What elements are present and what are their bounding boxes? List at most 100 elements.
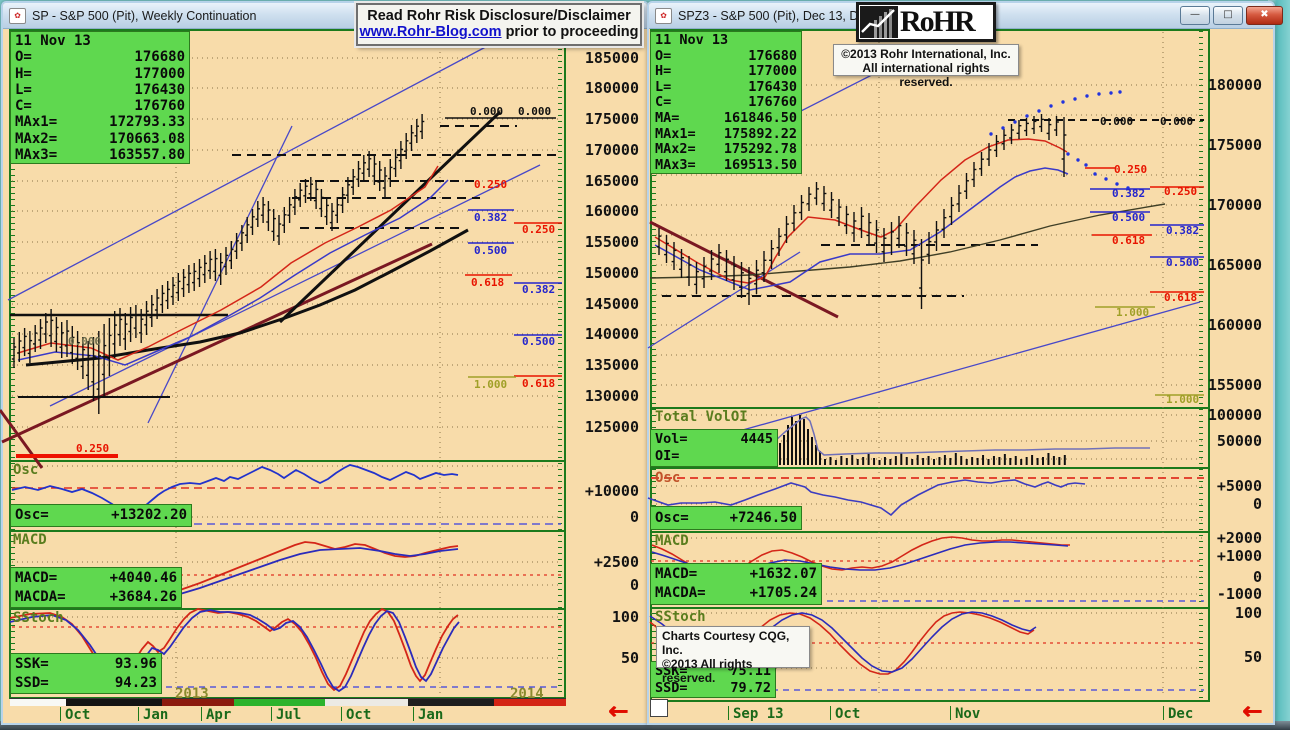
month-label: Jan bbox=[412, 707, 444, 723]
axis-label: 0 bbox=[1252, 495, 1262, 513]
axis-label: 150000 bbox=[584, 264, 639, 282]
year-label: 2014 bbox=[510, 686, 544, 702]
scroll-left-arrow-icon[interactable]: ← bbox=[608, 697, 629, 725]
value-row: H= 177000 bbox=[15, 65, 185, 82]
osc-value-box: Osc= +7246.50 bbox=[650, 506, 802, 530]
close-button[interactable]: ✖ bbox=[1246, 6, 1283, 25]
disclaimer-text: Read Rohr Risk Disclosure/Disclaimer bbox=[367, 8, 631, 24]
value-row: MAx1= 172793.33 bbox=[15, 114, 185, 131]
axis-label: 180000 bbox=[584, 79, 639, 97]
quote-date: 11 Nov 13 bbox=[655, 32, 729, 48]
copyright-text: All international rights reserved. bbox=[862, 61, 990, 89]
timeline-bar[interactable] bbox=[0, 698, 645, 706]
timeline-segment bbox=[234, 698, 325, 706]
axis-label: 0 bbox=[1252, 568, 1262, 586]
axis-label: 180000 bbox=[1207, 76, 1262, 94]
value-row: Osc= +13202.20 bbox=[15, 507, 187, 523]
axis-label: 100 bbox=[1234, 604, 1262, 622]
sstoch-value-box: SSK= 93.96 SSD= 94.23 bbox=[10, 653, 162, 694]
axis-label: 130000 bbox=[584, 387, 639, 405]
value-row: Vol= 4445 bbox=[655, 431, 773, 447]
panel-separator bbox=[652, 467, 1208, 469]
axis-label: 135000 bbox=[584, 356, 639, 374]
axis-label: +10000 bbox=[584, 482, 639, 500]
month-label: Jul bbox=[270, 707, 302, 723]
macd-value-box: MACD= +1632.07 MACDA= +1705.24 bbox=[650, 563, 822, 605]
month-label: Nov bbox=[949, 706, 981, 722]
axis-label: +2000 bbox=[1216, 529, 1262, 547]
osc-panel-label: Osc bbox=[13, 462, 39, 478]
taskbar-strip bbox=[0, 721, 1290, 730]
value-row: MAx3= 169513.50 bbox=[655, 156, 797, 173]
osc-value-box: Osc= +13202.20 bbox=[10, 504, 192, 527]
minimize-button[interactable]: — bbox=[1180, 6, 1210, 25]
rohr-logo-chart-icon bbox=[860, 6, 898, 38]
axis-label: 175000 bbox=[584, 110, 639, 128]
cqg-text: ©2013 All rights reserved. bbox=[662, 657, 753, 685]
window-title-right: SPZ3 - S&P 500 (Pit), Dec 13, Daily bbox=[678, 8, 878, 23]
axis-label: 170000 bbox=[584, 141, 639, 159]
axis-label: 50000 bbox=[1216, 432, 1262, 450]
axis-label: 125000 bbox=[584, 418, 639, 436]
axis-label: 170000 bbox=[1207, 196, 1262, 214]
value-row: MAx3= 163557.80 bbox=[15, 147, 185, 164]
axis-label: +5000 bbox=[1216, 477, 1262, 495]
axis-label: -1000 bbox=[1216, 585, 1262, 603]
axis-ticks bbox=[1199, 31, 1203, 698]
value-row: O= 176680 bbox=[15, 49, 185, 66]
maximize-button[interactable]: □ bbox=[1213, 6, 1243, 25]
panel-separator bbox=[652, 607, 1208, 609]
timeline-segment bbox=[66, 698, 162, 706]
value-row: MACD= +1632.07 bbox=[655, 566, 817, 582]
month-label: Oct bbox=[829, 706, 861, 722]
value-row: C= 176760 bbox=[655, 94, 797, 111]
chart-app-icon: ✿ bbox=[655, 7, 672, 24]
value-row: MAx2= 170663.08 bbox=[15, 130, 185, 147]
cqg-text: Charts Courtesy CQG, Inc. bbox=[662, 629, 790, 657]
month-label: Oct bbox=[340, 707, 372, 723]
axis-label: +1000 bbox=[1216, 547, 1262, 565]
sstoch-panel-label: SStoch bbox=[655, 609, 706, 625]
value-row: MACDA= +1705.24 bbox=[655, 585, 817, 601]
value-row: L= 176430 bbox=[15, 81, 185, 98]
value-row: Osc= +7246.50 bbox=[655, 510, 797, 526]
value-row: SSD= 94.23 bbox=[15, 675, 157, 691]
year-label: 2013 bbox=[175, 686, 209, 702]
value-row: MA= 161846.50 bbox=[655, 109, 797, 126]
copyright-text: ©2013 Rohr International, Inc. bbox=[841, 47, 1011, 61]
volume-value-box: Vol= 4445 OI= bbox=[650, 429, 778, 467]
macd-value-box: MACD= +4040.46 MACDA= +3684.26 bbox=[10, 567, 182, 608]
panel-separator bbox=[11, 608, 564, 610]
axis-ticks bbox=[558, 31, 562, 695]
panel-separator bbox=[11, 460, 564, 462]
timeline-segment bbox=[162, 698, 234, 706]
axis-label: 155000 bbox=[584, 233, 639, 251]
axis-label: 160000 bbox=[1207, 316, 1262, 334]
timeline-segment bbox=[10, 698, 66, 706]
axis-label: 0 bbox=[629, 508, 639, 526]
axis-label: 140000 bbox=[584, 325, 639, 343]
value-row: MAx1= 175892.22 bbox=[655, 125, 797, 142]
axis-label: 50 bbox=[1243, 648, 1262, 666]
axis-label: 100 bbox=[611, 608, 639, 626]
macd-panel-label: MACD bbox=[13, 532, 47, 548]
axis-label: 160000 bbox=[584, 202, 639, 220]
panel-separator bbox=[11, 530, 564, 532]
rohr-blog-link[interactable]: www.Rohr-Blog.com bbox=[359, 24, 502, 40]
timeline-corner-box bbox=[650, 699, 668, 717]
rohr-logo: RoHR bbox=[856, 2, 996, 42]
rohr-logo-text: RoHR bbox=[900, 5, 976, 38]
risk-disclaimer-banner: Read Rohr Risk Disclosure/Disclaimer www… bbox=[354, 1, 644, 48]
scroll-left-arrow-icon[interactable]: ← bbox=[1242, 697, 1263, 725]
axis-label: 165000 bbox=[1207, 256, 1262, 274]
macd-panel-label: MACD bbox=[655, 533, 689, 549]
timeline-segment bbox=[494, 698, 566, 706]
axis-label: 145000 bbox=[584, 295, 639, 313]
value-row: MACD= +4040.46 bbox=[15, 570, 177, 586]
axis-label: 175000 bbox=[1207, 136, 1262, 154]
disclaimer-text: prior to proceeding bbox=[501, 24, 639, 40]
osc-panel-label: Osc bbox=[655, 470, 681, 486]
value-row: SSD= 79.72 bbox=[655, 680, 771, 696]
sstoch-panel-label: SStoch bbox=[13, 610, 64, 626]
value-row: OI= bbox=[655, 448, 680, 464]
